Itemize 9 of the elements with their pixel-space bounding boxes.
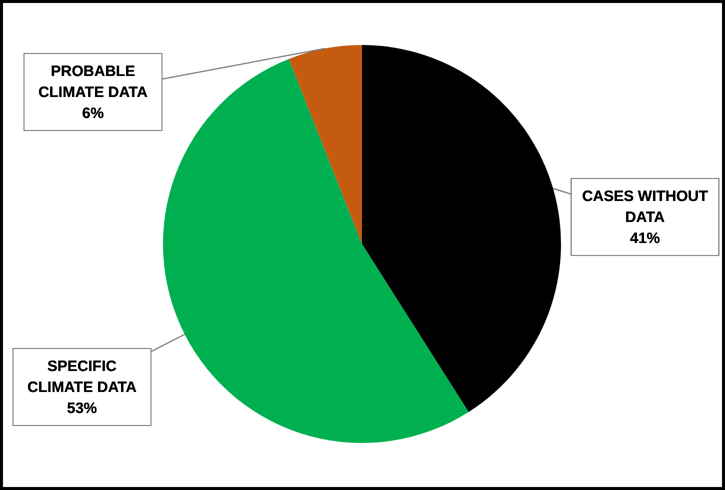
data-label: 53%: [66, 400, 98, 417]
pie-slice: [288, 45, 362, 244]
pie-slice: [163, 58, 469, 443]
slice-label: CASES WITHOUT DATA: [582, 188, 708, 226]
slice-label: SPECIFIC CLIMATE DATA: [27, 358, 137, 396]
slice-label: PROBABLE CLIMATE DATA: [38, 63, 148, 101]
data-label: 41%: [630, 230, 660, 247]
data-label: 6%: [82, 105, 104, 122]
pie-slice: [362, 45, 561, 412]
